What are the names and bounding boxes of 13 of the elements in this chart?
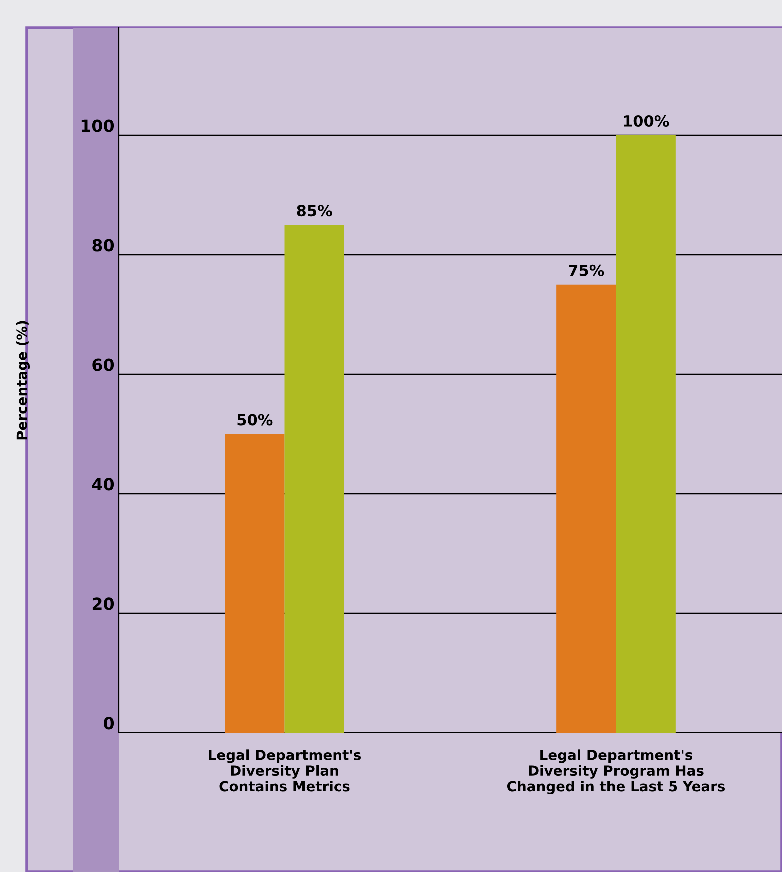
x-tick-label: Legal Department's Diversity Program Has Changed in the Last 5 Years [507,750,726,795]
y-tick-label: 0 [104,717,114,730]
data-label: 75% [569,264,604,276]
y-tick-label: 60 [92,358,114,372]
data-label: 100% [624,115,670,128]
y-axis-title: Percentage (%) [16,321,30,440]
y-tick-label: 20 [92,598,114,610]
y-tick-label: 100 [82,120,114,132]
y-tick-label: 40 [92,478,114,491]
data-label: 50% [238,414,273,426]
x-tick-label: Legal Department's Diversity Plan Contains Metrics [209,750,362,792]
data-label: 85% [297,205,332,217]
y-tick-label: 80 [92,239,114,252]
